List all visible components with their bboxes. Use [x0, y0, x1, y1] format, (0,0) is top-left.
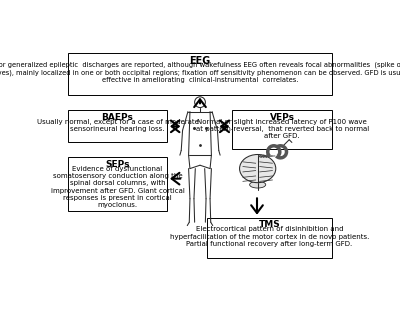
Text: SEPs: SEPs [105, 160, 130, 169]
Text: VEPs: VEPs [270, 113, 295, 122]
Text: Normal or slight increased latency of P100 wave
at pattern-reversal,  that rever: Normal or slight increased latency of P1… [196, 119, 369, 139]
Text: BAEPs: BAEPs [102, 113, 134, 122]
Text: Evidence of dysfunctional
somatosensory conduction along the
spinal dorsal colum: Evidence of dysfunctional somatosensory … [50, 166, 184, 208]
Ellipse shape [240, 155, 276, 183]
FancyBboxPatch shape [68, 157, 167, 211]
Text: Focal or generalized epileptic  discharges are reported, although wakefulness EE: Focal or generalized epileptic discharge… [0, 62, 400, 83]
Text: TMS: TMS [258, 220, 280, 229]
Ellipse shape [250, 181, 266, 188]
Text: Electrocortical pattern of disinhibition and
hyperfacilitation of the motor cort: Electrocortical pattern of disinhibition… [170, 226, 369, 247]
Text: EEG: EEG [189, 56, 211, 66]
FancyBboxPatch shape [207, 217, 332, 258]
FancyBboxPatch shape [68, 53, 332, 95]
Text: Usually normal, except for a case of moderate
sensorineural hearing loss.: Usually normal, except for a case of mod… [36, 119, 198, 132]
FancyBboxPatch shape [68, 110, 167, 142]
FancyBboxPatch shape [232, 110, 332, 149]
